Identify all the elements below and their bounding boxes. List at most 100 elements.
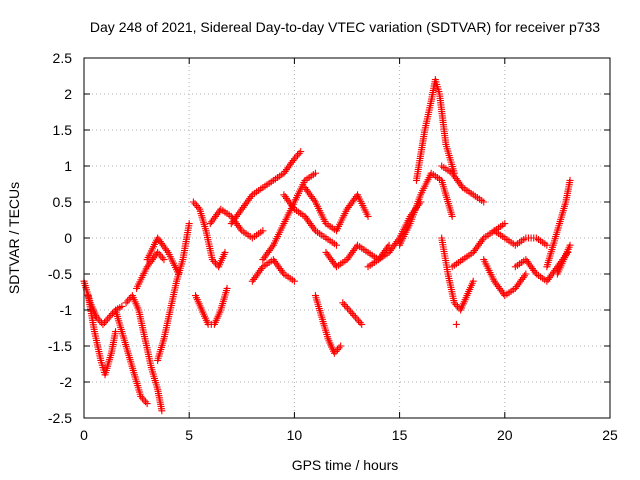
data-marker bbox=[448, 212, 456, 220]
data-marker bbox=[105, 313, 113, 321]
data-marker bbox=[350, 311, 358, 319]
data-marker bbox=[294, 151, 302, 159]
ticks-layer: 0 5 10 15 20 25 -2.5 -2 -1.5 -1 -0.5 0 0.5 1 1.5 2 2.5 bbox=[48, 50, 618, 443]
data-marker bbox=[158, 407, 166, 415]
series-arc-28 bbox=[543, 176, 574, 271]
data-marker bbox=[480, 198, 488, 206]
series-arc-21 bbox=[412, 76, 458, 184]
data-marker bbox=[311, 169, 319, 177]
data-marker bbox=[221, 248, 229, 256]
series-arc-16 bbox=[311, 292, 345, 357]
x-tick-label: 5 bbox=[185, 427, 193, 443]
series-arc-10 bbox=[206, 205, 267, 242]
data-marker bbox=[297, 148, 305, 156]
series-arc-7 bbox=[143, 234, 183, 278]
data-marker bbox=[185, 220, 193, 228]
data-marker bbox=[351, 313, 359, 321]
y-tick-label: -0.5 bbox=[48, 266, 72, 282]
series-arc-5 bbox=[133, 248, 168, 292]
data-marker bbox=[332, 241, 340, 249]
series-arc-2 bbox=[84, 292, 120, 379]
data-marker bbox=[469, 277, 477, 285]
data-marker bbox=[295, 149, 303, 157]
series-arc-8 bbox=[192, 284, 231, 328]
data-marker bbox=[175, 270, 183, 278]
data-marker bbox=[99, 320, 107, 328]
data-marker bbox=[345, 306, 353, 314]
data-marker bbox=[193, 202, 201, 210]
data-marker bbox=[142, 398, 150, 406]
data-marker bbox=[158, 254, 166, 262]
x-tick-label: 25 bbox=[602, 427, 618, 443]
data-marker bbox=[340, 301, 348, 309]
chart-title: Day 248 of 2021, Sidereal Day-to-day VTE… bbox=[90, 19, 600, 35]
series-arc-14 bbox=[280, 191, 340, 249]
data-marker bbox=[347, 308, 355, 316]
data-marker bbox=[342, 302, 350, 310]
data-marker bbox=[118, 302, 126, 310]
data-marker bbox=[335, 344, 343, 352]
data-marker bbox=[112, 328, 120, 336]
data-marker bbox=[355, 317, 363, 325]
y-tick-label: 0 bbox=[64, 230, 72, 246]
series-arc-20 bbox=[396, 169, 456, 249]
data-marker bbox=[452, 320, 460, 328]
series-arc-13 bbox=[248, 256, 298, 285]
data-marker bbox=[122, 299, 130, 307]
data-marker bbox=[522, 270, 530, 278]
data-marker bbox=[107, 311, 115, 319]
x-tick-label: 10 bbox=[287, 427, 303, 443]
data-marker bbox=[358, 320, 366, 328]
data-marker bbox=[160, 256, 168, 264]
series-arc-24 bbox=[448, 220, 509, 271]
y-tick-label: 0.5 bbox=[53, 194, 73, 210]
marks-layer bbox=[80, 76, 574, 415]
y-tick-label: -1.5 bbox=[48, 338, 72, 354]
x-tick-label: 15 bbox=[392, 427, 408, 443]
data-marker bbox=[124, 297, 132, 305]
data-marker bbox=[223, 284, 231, 292]
data-marker bbox=[189, 198, 197, 206]
y-axis-label: SDTVAR / TECUs bbox=[6, 182, 22, 294]
series-arc-29 bbox=[553, 241, 574, 278]
series-arc-9 bbox=[189, 198, 229, 271]
series-arc-22 bbox=[438, 162, 488, 206]
data-marker bbox=[501, 220, 509, 228]
y-tick-label: 2 bbox=[64, 86, 72, 102]
x-tick-label: 0 bbox=[80, 427, 88, 443]
data-marker bbox=[290, 277, 298, 285]
y-tick-label: -1 bbox=[60, 302, 73, 318]
data-marker bbox=[96, 317, 104, 325]
data-marker bbox=[339, 299, 347, 307]
series-arc-4 bbox=[122, 292, 166, 415]
data-marker bbox=[344, 304, 352, 312]
y-tick-label: 1.5 bbox=[53, 122, 73, 138]
y-tick-label: -2.5 bbox=[48, 410, 72, 426]
data-marker bbox=[191, 200, 199, 208]
data-marker bbox=[543, 241, 551, 249]
y-tick-label: 1 bbox=[64, 158, 72, 174]
data-marker bbox=[348, 310, 356, 318]
x-axis-label: GPS time / hours bbox=[292, 457, 399, 473]
x-tick-label: 20 bbox=[497, 427, 513, 443]
series-arc-23 bbox=[438, 234, 477, 314]
series-arc-6 bbox=[154, 220, 193, 364]
data-marker bbox=[353, 315, 361, 323]
data-marker bbox=[101, 319, 109, 327]
data-marker bbox=[102, 317, 110, 325]
series-arc-25 bbox=[480, 256, 530, 300]
series-arc-15 bbox=[301, 184, 372, 235]
series-arc-30 bbox=[452, 320, 460, 328]
series-arc-11 bbox=[227, 148, 305, 228]
series-arc-26 bbox=[490, 227, 551, 249]
data-marker bbox=[143, 400, 151, 408]
data-marker bbox=[157, 252, 165, 260]
data-marker bbox=[337, 342, 345, 350]
data-marker bbox=[259, 227, 267, 235]
data-marker bbox=[356, 319, 364, 327]
y-tick-label: 2.5 bbox=[53, 50, 73, 66]
series-arc-17 bbox=[339, 299, 366, 328]
data-marker bbox=[566, 176, 574, 184]
data-marker bbox=[140, 396, 148, 404]
